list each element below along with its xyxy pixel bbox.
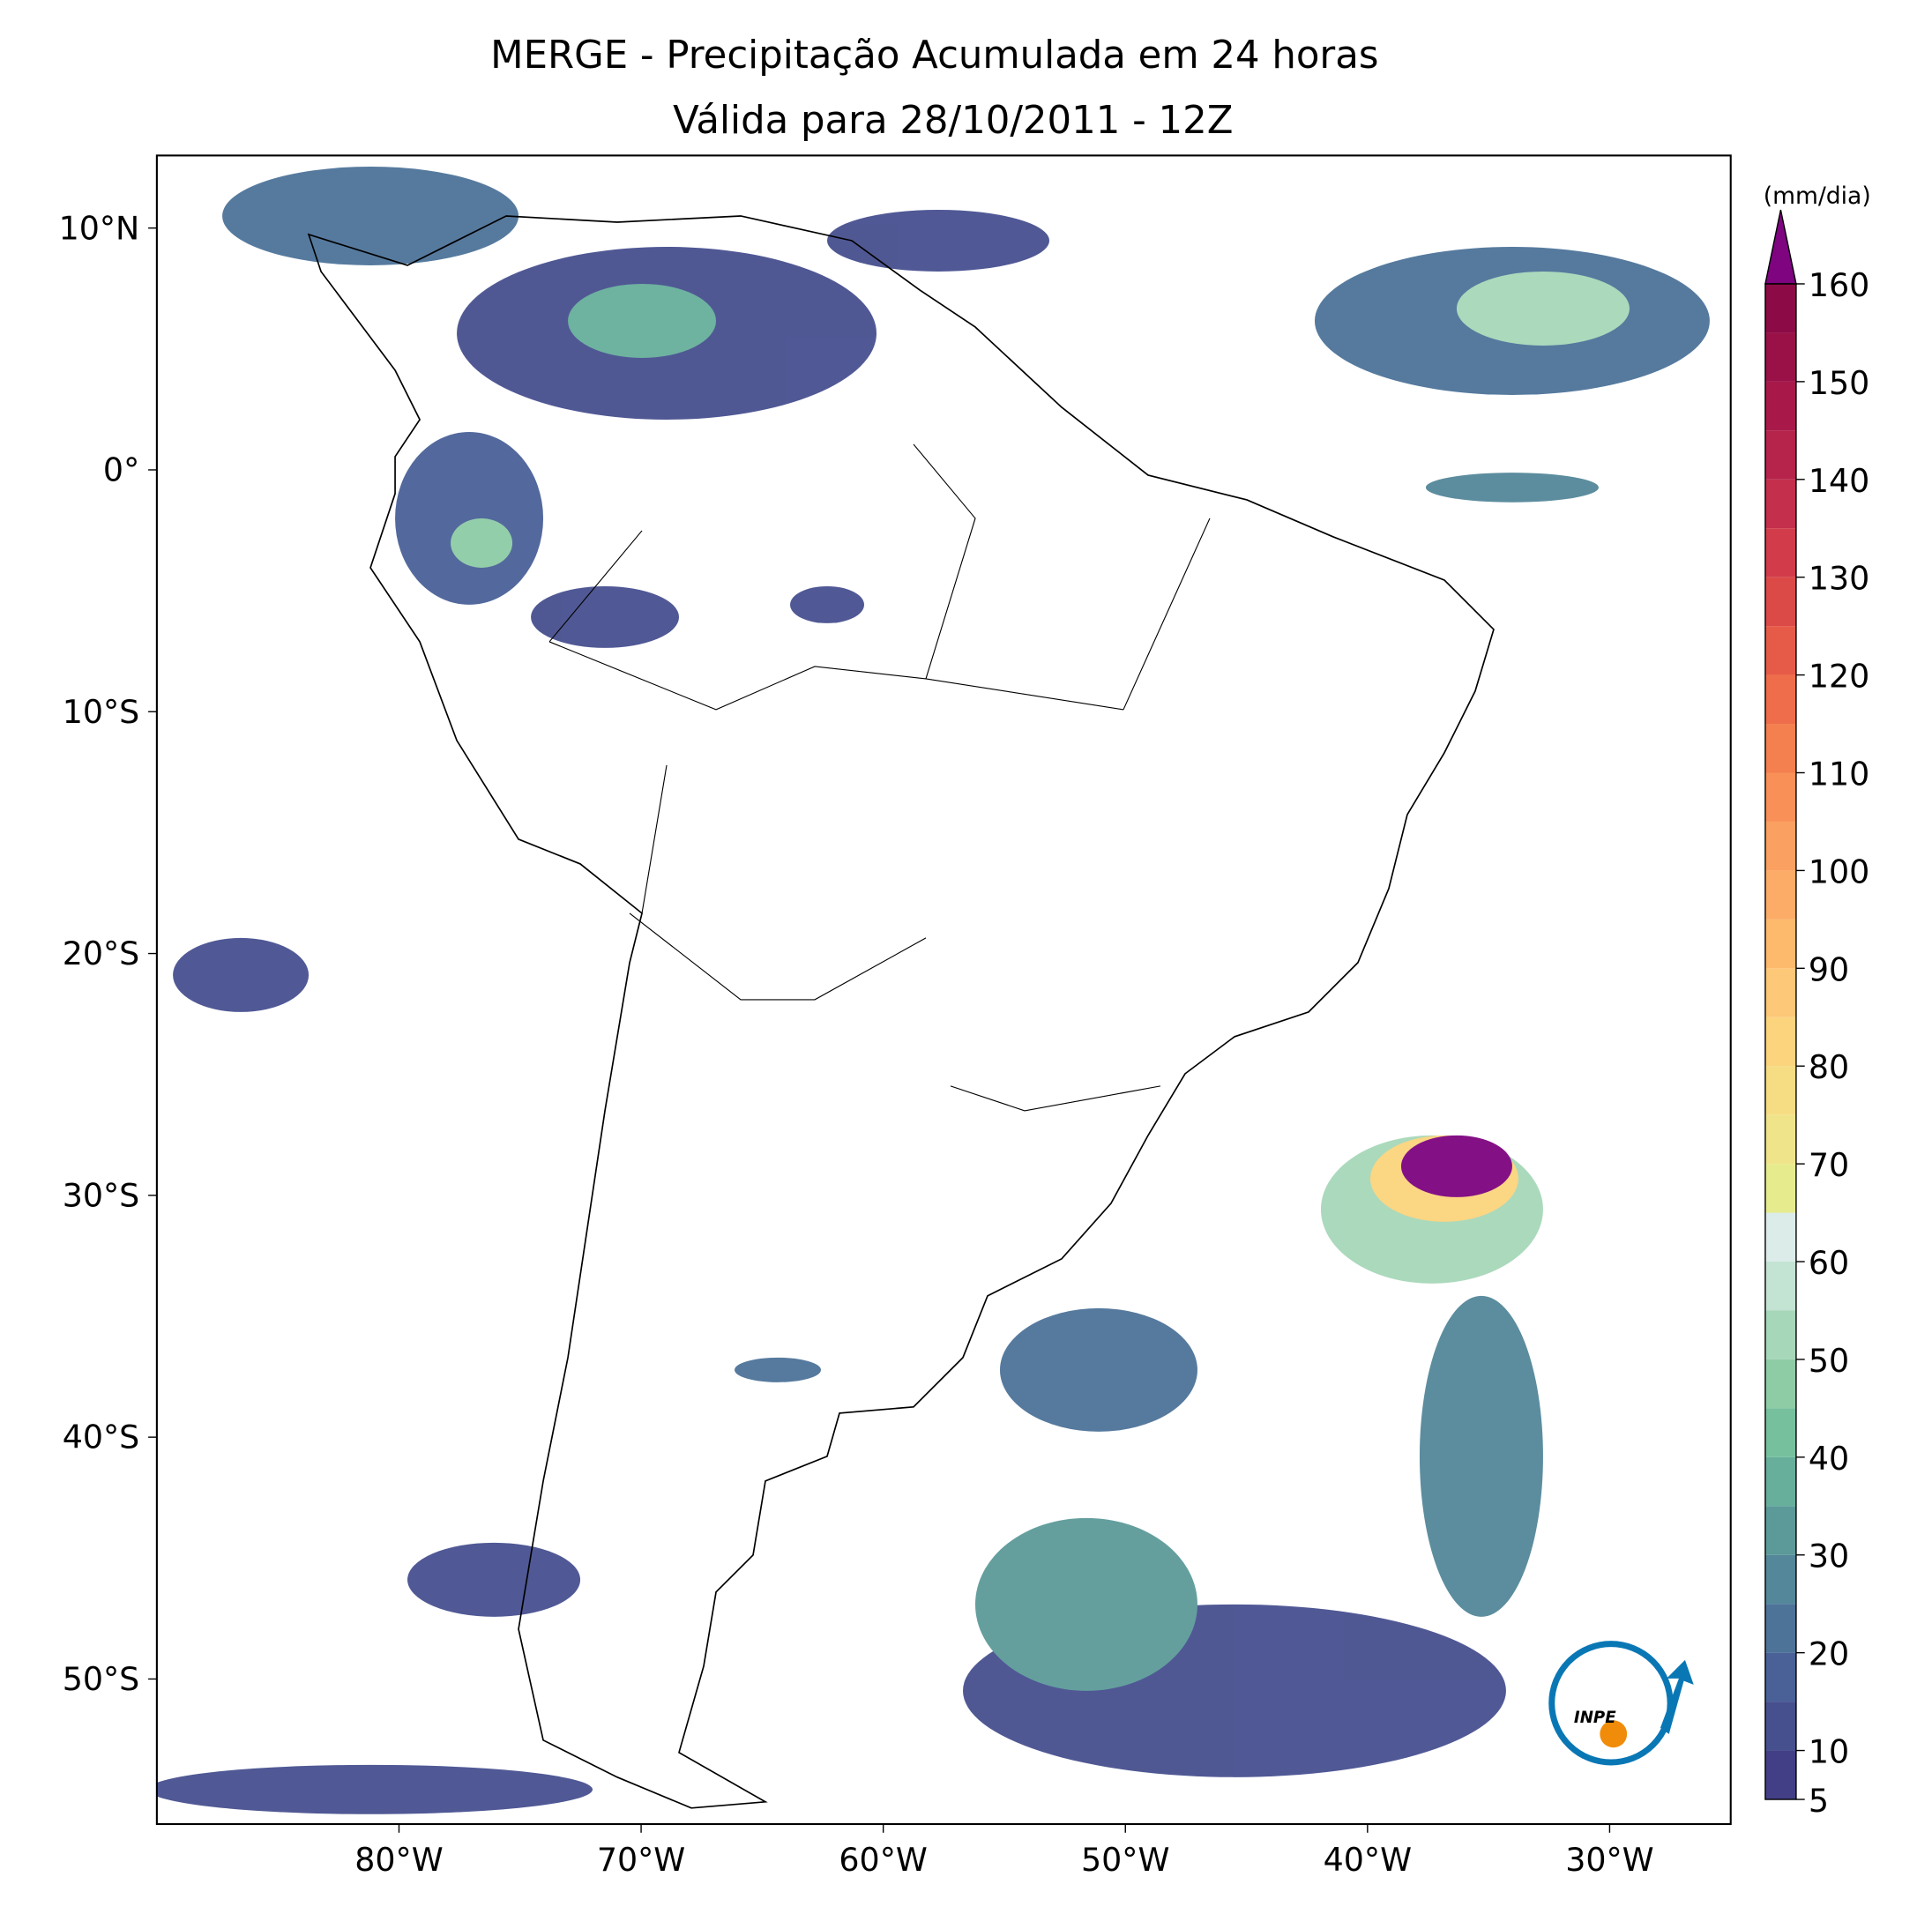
colorbar-band [1764,381,1796,431]
colorbar-tick-label: 70 [1809,1146,1849,1184]
colorbar-tick-label: 150 [1809,364,1869,402]
colorbar-band [1764,919,1796,969]
coastline [307,215,1495,1809]
colorbar-tick-label: 140 [1809,462,1869,500]
colorbar-band [1764,1456,1796,1507]
colorbar-tick-label: 130 [1809,560,1869,598]
y-tick-label: 20°S [63,935,140,972]
colorbar-band [1764,968,1796,1017]
title: MERGE - Precipitação Acumulada em 24 hor… [490,34,1378,78]
colorbar-tick-label: 120 [1809,658,1869,696]
x-tick-label: 70°W [597,1841,685,1879]
colorbar-band [1764,821,1796,871]
y-tick-label: 0° [103,451,139,489]
x-tick-label: 80°W [354,1841,443,1879]
colorbar-band [1764,1750,1796,1800]
colorbar-band [1764,772,1796,822]
x-tick-label: 30°W [1565,1841,1653,1879]
colorbar-tick-label: 160 [1809,266,1869,304]
colorbar-band [1764,1604,1796,1653]
y-tick-label: 10°N [59,209,140,247]
colorbar-band [1764,332,1796,382]
colorbar-tick-label: 5 [1809,1782,1829,1820]
colorbar-frame [1764,283,1797,1800]
colorbar-band [1764,1212,1796,1262]
colorbar-band [1764,626,1796,675]
colorbar-band [1764,1262,1796,1311]
logo: INPE [1548,1641,1694,1766]
colorbar-band [1764,674,1796,725]
colorbar-tick-label: 10 [1809,1733,1849,1771]
colorbar-unit: (mm/dia) [1764,182,1871,210]
colorbar-band [1764,1017,1796,1067]
y-tick-label: 40°S [63,1419,140,1456]
colorbar-band [1764,1554,1796,1605]
map-frame [155,154,1732,1826]
x-tick-label: 50°W [1081,1841,1169,1879]
colorbar-tick-label: 40 [1809,1440,1849,1478]
logo-text: INPE [1574,1709,1616,1727]
y-tick-label: 30°S [63,1176,140,1214]
colorbar-band [1764,1164,1796,1213]
colorbar-band [1764,1408,1796,1457]
colorbar-band [1764,528,1796,577]
colorbar-band [1764,283,1796,333]
colorbar-extend [1764,209,1797,285]
colorbar-band [1764,1652,1796,1702]
x-tick-label: 40°W [1324,1841,1412,1879]
x-tick-label: 60°W [839,1841,927,1879]
colorbar-band [1764,724,1796,773]
colorbar-tick-label: 110 [1809,755,1869,793]
colorbar-tick-label: 90 [1809,950,1849,988]
colorbar-tick-label: 30 [1809,1538,1849,1575]
borders [548,443,1211,1112]
colorbar-band [1764,577,1796,627]
colorbar-band [1764,1359,1796,1409]
colorbar-band [1764,430,1796,480]
colorbar-tick-label: 50 [1809,1342,1849,1380]
colorbar-band [1764,1310,1796,1359]
colorbar-band [1764,1114,1796,1165]
colorbar-band [1764,1506,1796,1555]
colorbar-band [1764,479,1796,529]
colorbar-band [1764,1066,1796,1115]
subtitle: Válida para 28/10/2011 - 12Z [673,99,1233,143]
colorbar-tick-label: 100 [1809,853,1869,890]
colorbar-tick-label: 60 [1809,1244,1849,1282]
y-tick-label: 10°S [63,693,140,731]
y-tick-label: 50°S [63,1660,140,1698]
colorbar-band [1764,1702,1796,1751]
colorbar-tick-label: 20 [1809,1635,1849,1673]
colorbar-band [1764,870,1796,920]
precipitation-field [156,166,1710,1814]
colorbar-tick-label: 80 [1809,1048,1849,1086]
